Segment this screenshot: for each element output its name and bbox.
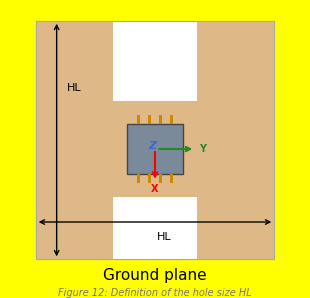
Bar — [36, 21, 274, 259]
Bar — [113, 21, 197, 101]
Bar — [127, 124, 183, 174]
Bar — [136, 115, 140, 124]
Text: HL: HL — [157, 232, 171, 243]
Bar — [148, 174, 151, 183]
Text: Y: Y — [199, 144, 206, 154]
Text: Z: Z — [148, 141, 156, 151]
Bar — [159, 115, 162, 124]
Text: X: X — [151, 184, 159, 194]
Text: HL: HL — [67, 83, 82, 93]
Bar — [136, 174, 140, 183]
Bar — [148, 115, 151, 124]
Bar — [36, 21, 274, 259]
Bar — [36, 21, 274, 259]
Text: Figure 12: Definition of the hole size HL: Figure 12: Definition of the hole size H… — [58, 288, 252, 298]
Bar — [170, 174, 174, 183]
Bar — [159, 174, 162, 183]
Text: Ground plane: Ground plane — [103, 268, 207, 283]
Bar — [113, 197, 197, 259]
Bar — [170, 115, 174, 124]
